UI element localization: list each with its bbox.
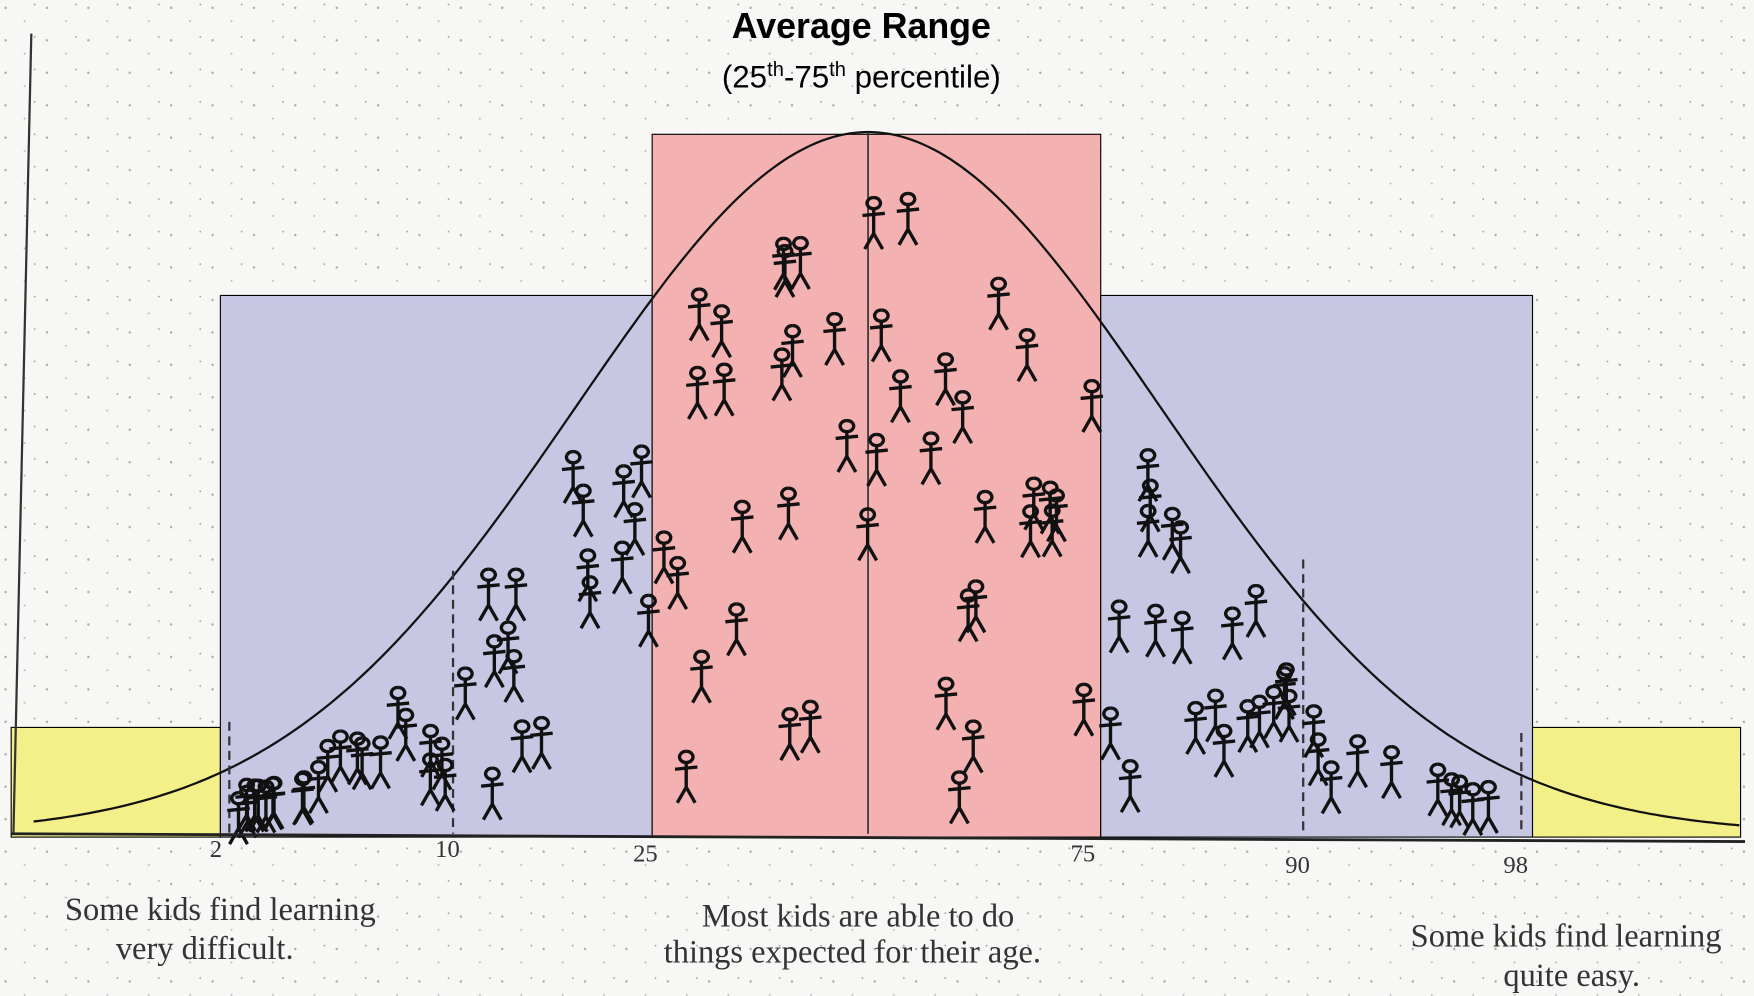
title: Average Range [732,6,991,46]
caption-line: things expected for their age. [664,934,1041,970]
subtitle-part: -75 [784,59,829,94]
percentile-label: 75 [1071,841,1096,868]
percentile-label: 25 [633,841,658,868]
caption-line: Some kids find learning [1411,919,1722,955]
subtitle-part: percentile) [846,59,1001,94]
page: {"title": "Average Range", "subtitle": {… [0,0,1754,996]
percentile-label: 90 [1285,852,1310,879]
superscript: th [767,59,784,81]
diagram: Average Range (25th-75th percentile) 2 1… [0,0,1754,996]
percentile-label: 2 [210,836,222,863]
subtitle-part: (25 [722,59,767,94]
superscript: th [829,59,846,81]
subtitle: (25th-75th percentile) [722,59,1001,94]
percentile-label: 98 [1503,852,1528,879]
high-band [1533,727,1741,837]
caption-line: very difficult. [116,931,294,967]
percentile-label: 10 [435,836,460,863]
caption-line: Some kids find learning [65,892,376,928]
caption-line: Most kids are able to do [702,899,1015,935]
caption-line: quite easy. [1503,958,1640,994]
